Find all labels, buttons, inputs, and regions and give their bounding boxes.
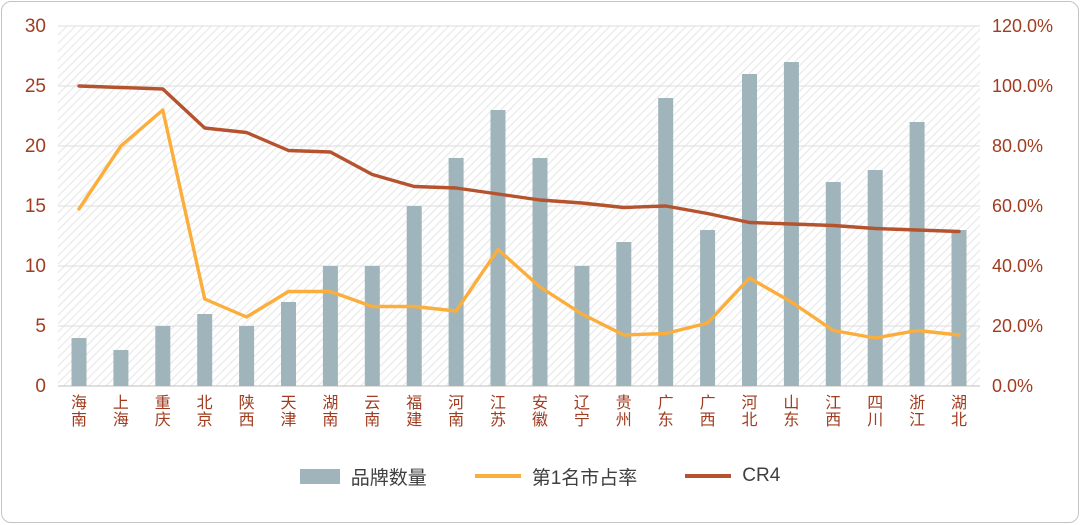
legend-label-top1-share: 第1名市占率	[531, 467, 638, 489]
x-tick-label: 重庆	[155, 394, 171, 429]
bar	[658, 98, 674, 386]
x-tick-label: 海南	[71, 394, 87, 429]
x-tick-label: 安徽	[532, 394, 548, 429]
left-tick-label: 0	[35, 376, 46, 397]
bar	[281, 302, 296, 386]
bar	[448, 158, 464, 386]
legend-label-brand-count: 品牌数量	[350, 467, 427, 489]
x-tick-label: 上海	[113, 394, 129, 429]
x-tick-label: 广东	[658, 394, 674, 429]
bar	[909, 122, 925, 386]
bar	[239, 326, 255, 386]
series-bars	[71, 62, 967, 386]
x-tick-label: 河北	[741, 394, 757, 429]
bar	[322, 266, 338, 386]
left-tick-label: 15	[25, 196, 46, 217]
bar	[532, 158, 548, 386]
x-tick-label: 陕西	[239, 394, 255, 429]
x-tick-label: 湖南	[322, 394, 338, 429]
bar	[742, 74, 757, 386]
left-tick-label: 5	[35, 316, 46, 337]
left-tick-label: 20	[25, 136, 46, 157]
bar	[113, 350, 129, 386]
right-tick-label: 60.0%	[992, 196, 1043, 216]
right-tick-label: 40.0%	[992, 256, 1043, 276]
x-tick-label: 河南	[448, 394, 464, 429]
right-tick-label: 0.0%	[992, 376, 1033, 396]
x-tick-label: 贵州	[616, 394, 632, 429]
x-tick-label: 福建	[406, 394, 422, 429]
chart-legend: 品牌数量 第1名市占率 CR4	[2, 448, 1078, 504]
bar	[155, 326, 171, 386]
bar	[616, 242, 632, 386]
legend-bar-swatch	[299, 468, 340, 484]
x-tick-label: 四川	[867, 395, 883, 429]
legend-line-swatch-cr4	[685, 474, 732, 478]
bar	[406, 206, 422, 386]
x-tick-label: 云南	[364, 395, 380, 429]
x-tick-label: 北京	[197, 394, 213, 429]
x-tick-label: 辽宁	[574, 394, 590, 429]
bar	[574, 266, 590, 386]
legend-item-top1-share: 第1名市占率	[474, 463, 638, 490]
x-tick-label: 江西	[825, 394, 841, 429]
x-tick-label: 江苏	[490, 394, 506, 429]
legend-item-brand-count: 品牌数量	[299, 463, 427, 490]
legend-item-cr4: CR4	[685, 465, 780, 487]
left-tick-label: 25	[25, 76, 46, 97]
x-tick-label: 浙江	[909, 394, 925, 429]
bar	[700, 230, 716, 386]
x-axis-labels: 海南上海重庆北京陕西天津湖南云南福建河南江苏安徽辽宁贵州广东广西河北山东江西四川…	[71, 394, 967, 429]
legend-line-swatch-top1	[474, 474, 521, 478]
series-line-1	[77, 108, 961, 340]
right-tick-label: 80.0%	[992, 136, 1043, 156]
right-tick-label: 120.0%	[992, 16, 1053, 36]
x-tick-label: 天津	[280, 395, 296, 429]
bar	[364, 266, 380, 386]
right-axis-labels: 0.0% 20.0% 40.0% 60.0% 80.0% 100.0% 120.0%	[992, 16, 1053, 396]
left-tick-label: 30	[25, 16, 46, 37]
legend-label-cr4: CR4	[742, 465, 781, 486]
combo-chart: 0 5 10 15 20 25 30 0.0% 20.0% 40.0% 60.0% 80.0% 100.…	[25, 16, 1053, 429]
bar	[825, 182, 841, 386]
right-tick-label: 20.0%	[992, 316, 1043, 336]
bar	[867, 170, 883, 386]
right-tick-label: 100.0%	[992, 76, 1053, 96]
series-line-2	[77, 84, 961, 234]
bar	[71, 338, 87, 386]
left-axis-labels: 0 5 10 15 20 25 30	[25, 16, 46, 397]
x-tick-label: 广西	[700, 394, 716, 429]
bar	[951, 230, 967, 386]
x-tick-label: 湖北	[951, 394, 967, 429]
bar	[197, 314, 213, 386]
x-tick-label: 山东	[783, 394, 799, 429]
left-tick-label: 10	[25, 256, 46, 277]
